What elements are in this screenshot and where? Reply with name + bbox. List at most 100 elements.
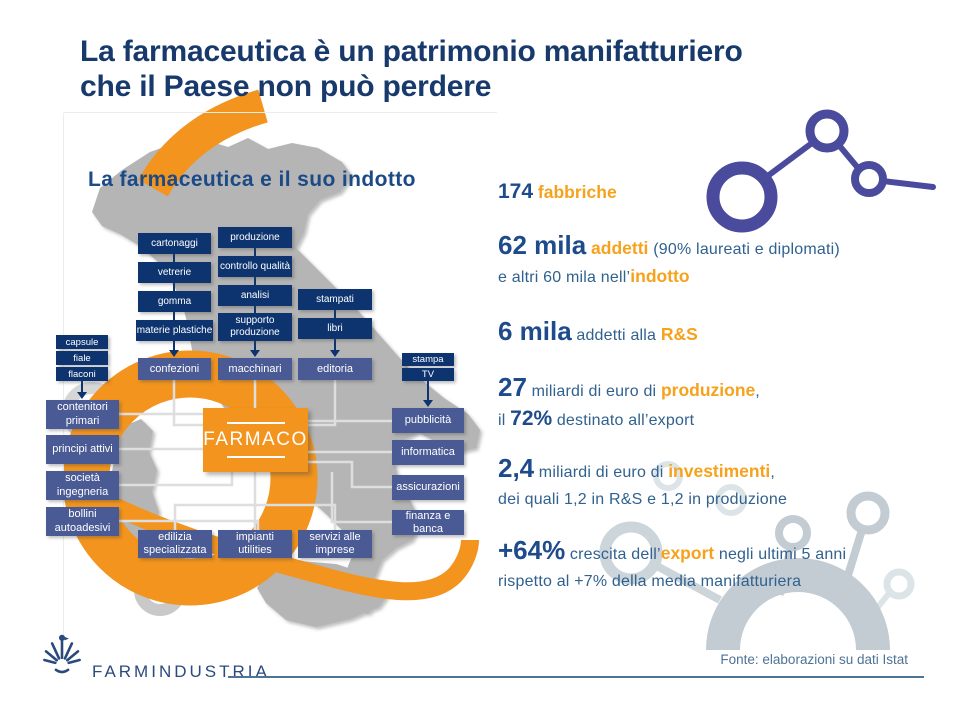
arrow-stem	[334, 339, 336, 351]
farmaco-rule-bottom	[226, 456, 285, 458]
stat-text: +64%	[498, 535, 566, 565]
diagram-box-vetrerie: vetrerie	[138, 262, 211, 283]
stat-text: rispetto al +7% della media manifatturie…	[498, 573, 802, 590]
stat-text: R&S	[660, 324, 698, 344]
connector-line	[119, 519, 260, 530]
stat-text: produzione	[660, 380, 756, 400]
stat-text: export	[660, 543, 715, 563]
diagram-box-societ-ingegneria: società ingegneria	[46, 471, 119, 500]
connector-line	[330, 472, 392, 524]
diagram-box-editoria: editoria	[298, 358, 372, 380]
diagram-box-edilizia-specializzata: edilizia specializzata	[138, 530, 212, 558]
diagram-box-materie-plastiche: materie plastiche	[136, 320, 213, 341]
arrow-stem	[81, 381, 83, 393]
arrow-down-icon	[77, 392, 87, 399]
stat-item-3: 6 mila addetti alla R&S	[498, 318, 936, 349]
stat-item-5: 2,4 miliardi di euro di investimenti, dei…	[498, 455, 936, 513]
diagram-box-fiale: fiale	[56, 351, 108, 365]
farmaco-label: FARMACO	[203, 429, 308, 450]
stat-item-2: 62 mila addetti (90% laureati e diplomat…	[498, 232, 936, 291]
footer-divider	[228, 676, 924, 678]
stat-text: 72%	[510, 407, 553, 430]
arrow-down-icon	[169, 350, 179, 357]
stat-text: (90% laureati e diplomati)	[653, 241, 840, 258]
stat-text: destinato all’export	[552, 412, 695, 429]
title-line-1: La farmaceutica è un patrimonio manifatt…	[80, 35, 743, 68]
stat-line: rispetto al +7% della media manifatturie…	[498, 568, 936, 595]
connector-line	[172, 380, 204, 427]
stat-text: e altri 60 mila nell’	[498, 269, 631, 286]
stat-line: 62 mila addetti (90% laureati e diplomat…	[498, 232, 936, 263]
diagram-box-controllo-qualit: controllo qualità	[218, 256, 292, 277]
stat-text: ,	[755, 383, 760, 400]
farmindustria-eagle-icon	[43, 634, 81, 674]
diagram-box-contenitori-primari: contenitori primari	[46, 400, 119, 429]
diagram-box-impianti-utilities: impianti utilities	[218, 530, 292, 558]
diagram-connectors	[119, 380, 392, 530]
brand-name: FARMINDUSTRIA	[92, 662, 270, 681]
diagram-box-produzione: produzione	[218, 227, 292, 248]
farmaco-center-box: FARMACO	[203, 408, 308, 472]
stat-text: investimenti	[668, 461, 771, 481]
page-title: La farmaceutica è un patrimonio manifatt…	[80, 34, 743, 104]
connector-line	[119, 472, 234, 487]
stat-line: e altri 60 mila nell’indotto	[498, 263, 936, 291]
diagram-box-analisi: analisi	[218, 285, 292, 306]
title-line-2: che il Paese non può perdere	[80, 70, 492, 103]
stat-item-1: 174 fabbriche	[498, 178, 936, 207]
diagram-box-tv: TV	[402, 368, 454, 381]
farmaco-rule-top	[226, 422, 285, 424]
diagram-box-stampati: stampati	[298, 289, 372, 310]
molecule-decoration	[599, 461, 915, 650]
stat-text: miliardi di euro di	[534, 464, 669, 481]
stat-line: il 72% destinato all’export	[498, 405, 936, 434]
stat-text: 2,4	[498, 453, 535, 483]
chain-stem	[173, 283, 175, 291]
arrow-stem	[173, 341, 175, 351]
arrow-stem	[427, 381, 429, 401]
arrow-down-icon	[250, 350, 260, 357]
diagram-box-capsule: capsule	[56, 335, 108, 349]
diagram-box-cartonaggi: cartonaggi	[138, 233, 211, 254]
stat-text: 174	[498, 180, 534, 203]
connector-line	[307, 380, 337, 427]
diagram-box-supporto-produzione: supporto produzione	[218, 313, 292, 341]
stat-text: addetti alla	[571, 327, 661, 344]
stat-line: 174 fabbriche	[498, 178, 936, 207]
connector-line	[255, 503, 337, 530]
stat-text: addetti	[586, 238, 654, 258]
diagram-box-macchinari: macchinari	[218, 358, 292, 380]
stat-text: negli ultimi 5 anni	[714, 546, 847, 563]
stat-text: dei quali 1,2 in R&S e 1,2 in produzione	[498, 491, 788, 508]
panel-edge-horizontal	[63, 112, 497, 113]
diagram-box-flaconi: flaconi	[56, 367, 108, 381]
stat-text: 62 mila	[498, 230, 587, 260]
source-note: Fonte: elaborazioni su dati Istat	[720, 652, 908, 667]
arrow-down-icon	[330, 350, 340, 357]
diagram-box-gomma: gomma	[138, 291, 211, 312]
diagram-box-informatica: informatica	[392, 440, 464, 465]
stat-text: 6 mila	[498, 316, 572, 346]
diagram-box-finanza-e-banca: finanza e banca	[392, 510, 464, 535]
stat-text: 27	[498, 372, 527, 402]
diagram-box-bollini-autoadesivi: bollini autoadesivi	[46, 507, 119, 536]
stat-text: indotto	[630, 266, 690, 286]
stat-text: ,	[770, 464, 775, 481]
diagram-box-servizi-alle-imprese: servizi alle imprese	[298, 530, 372, 558]
stat-line: 2,4 miliardi di euro di investimenti,	[498, 455, 936, 486]
diagram-box-confezioni: confezioni	[138, 358, 211, 380]
chain-stem	[254, 277, 256, 285]
diagram-box-stampa: stampa	[402, 353, 454, 366]
chain-stem	[334, 310, 336, 318]
arrow-down-icon	[423, 400, 433, 407]
stat-line: 27 miliardi di euro di produzione,	[498, 374, 936, 405]
diagram-subtitle: La farmaceutica e il suo indotto	[88, 168, 416, 191]
stat-line: 6 mila addetti alla R&S	[498, 318, 936, 349]
stat-item-4: 27 miliardi di euro di produzione, il 72%…	[498, 374, 936, 434]
stat-line: dei quali 1,2 in R&S e 1,2 in produzione	[498, 486, 936, 513]
chain-stem	[254, 306, 256, 313]
molecule-icon	[706, 109, 936, 233]
stat-text: fabbriche	[533, 182, 617, 202]
stat-text: miliardi di euro di	[526, 383, 661, 400]
